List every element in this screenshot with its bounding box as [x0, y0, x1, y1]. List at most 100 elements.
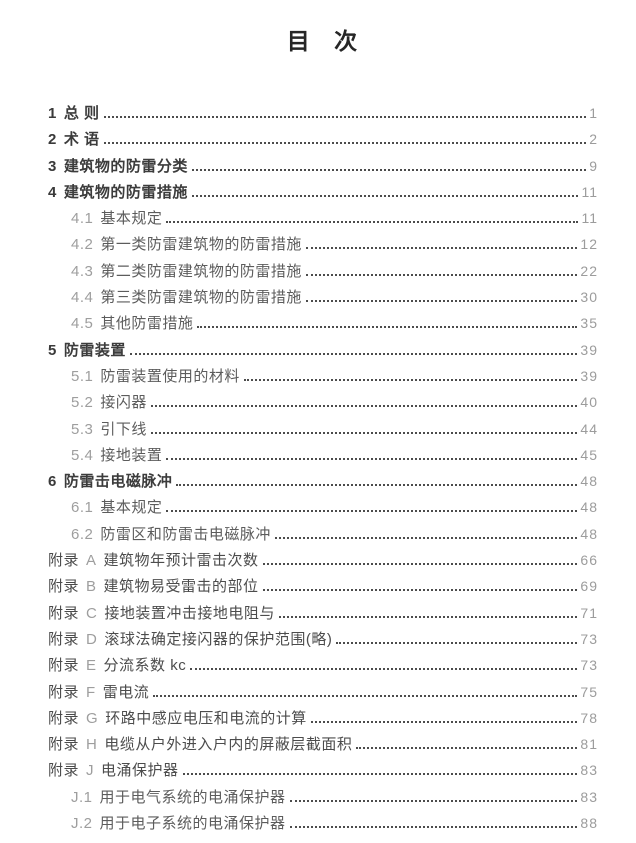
toc-entry-page: 30	[580, 289, 598, 306]
toc-entry-page: 78	[580, 709, 598, 726]
toc-entry-page: 40	[580, 394, 598, 411]
dot-leader	[278, 615, 578, 618]
toc-entry-page: 35	[580, 315, 598, 332]
toc-entry-number: 附录	[48, 552, 80, 570]
toc-entry-number: 6.1	[71, 499, 94, 517]
toc-entry-number: 4.5	[71, 315, 94, 333]
toc-entry-number: 附录	[48, 604, 80, 622]
toc-entry-code: C	[86, 604, 98, 622]
toc-entry-number: 5.1	[71, 367, 94, 385]
dot-leader	[274, 536, 578, 539]
toc-entry-page: 48	[580, 525, 598, 542]
toc-list: 1 总 则 1 2 术 语 2 3 建筑物的防雷分类 9 4 建筑物的防雷措施 …	[48, 102, 598, 838]
toc-entry: 附录 A 建筑物年预计雷击次数 66	[48, 549, 598, 575]
toc-entry-number: 附录	[48, 657, 80, 675]
toc-entry-page: 73	[580, 657, 598, 674]
toc-entry-label: 防雷装置	[63, 341, 126, 359]
dot-leader	[153, 694, 578, 697]
toc-entry-label: 分流系数 kc	[103, 657, 187, 675]
toc-entry-label: 用于电气系统的电涌保护器	[99, 788, 286, 806]
toc-entry-number: 5.3	[71, 420, 94, 438]
toc-entry: 4.5 其他防雷措施 35	[48, 312, 598, 338]
toc-entry-label: 建筑物年预计雷击次数	[103, 552, 259, 570]
toc-entry-page: 83	[580, 762, 598, 779]
toc-entry-label: 基本规定	[100, 210, 163, 228]
toc-entry-page: 39	[580, 341, 598, 358]
dot-leader	[103, 142, 587, 145]
toc-entry: J.2 用于电子系统的电涌保护器 88	[48, 812, 598, 838]
dot-leader	[336, 641, 578, 644]
dot-leader	[191, 194, 579, 197]
toc-entry-code: E	[86, 657, 97, 675]
dot-leader	[197, 326, 578, 329]
toc-entry-page: 81	[580, 736, 598, 753]
toc-entry: 附录 H 电缆从户外进入户内的屏蔽层截面积 81	[48, 733, 598, 759]
toc-entry-label: 接地装置	[100, 446, 163, 464]
dot-leader	[176, 484, 578, 487]
toc-entry: 6 防雷击电磁脉冲 48	[48, 470, 598, 496]
toc-entry-number: 附录	[48, 683, 80, 701]
toc-entry: 附录 E 分流系数 kc 73	[48, 654, 598, 680]
dot-leader	[191, 168, 587, 171]
toc-entry-label: 接闪器	[100, 394, 147, 412]
toc-entry-label: 雷电流	[102, 683, 150, 701]
toc-entry-label: 总 则	[63, 105, 100, 122]
toc-entry-label: 电缆从户外进入户内的屏蔽层截面积	[104, 736, 353, 754]
toc-entry-label: 防雷区和防雷击电磁脉冲	[100, 525, 271, 543]
dot-leader	[305, 247, 578, 250]
toc-entry: 5.3 引下线 44	[48, 418, 598, 444]
dot-leader	[150, 405, 578, 408]
dot-leader	[356, 747, 578, 750]
toc-entry-number: 4.2	[71, 236, 94, 254]
toc-entry-label: 术 语	[63, 131, 100, 149]
toc-entry-label: 电涌保护器	[101, 762, 179, 780]
toc-entry-number: J.2	[71, 815, 93, 833]
toc-entry: 4.2 第一类防雷建筑物的防雷措施 12	[48, 233, 598, 259]
toc-entry-number: J.1	[71, 788, 93, 806]
toc-entry: 附录 J 电涌保护器 83	[48, 759, 598, 785]
toc-entry-label: 建筑物的防雷措施	[63, 183, 188, 201]
toc-entry-label: 其他防雷措施	[100, 315, 194, 333]
toc-entry: 2 术 语 2	[48, 128, 598, 154]
toc-entry: J.1 用于电气系统的电涌保护器 83	[48, 786, 598, 812]
toc-entry-number: 3	[48, 157, 57, 175]
toc-entry-number: 附录	[48, 578, 80, 596]
toc-entry: 4.4 第三类防雷建筑物的防雷措施 30	[48, 286, 598, 312]
toc-entry: 4.3 第二类防雷建筑物的防雷措施 22	[48, 260, 598, 286]
dot-leader	[129, 352, 578, 355]
toc-entry-number: 附录	[48, 736, 80, 754]
toc-entry-page: 12	[580, 236, 598, 253]
toc-entry-page: 69	[580, 578, 598, 595]
toc-entry-page: 11	[581, 183, 598, 200]
toc-entry-label: 建筑物易受雷击的部位	[103, 578, 259, 596]
toc-entry-page: 22	[580, 262, 598, 279]
toc-entry-label: 滚球法确定接闪器的保护范围(略)	[104, 630, 333, 648]
toc-entry-page: 44	[580, 420, 598, 437]
toc-entry: 附录 F 雷电流 75	[48, 681, 598, 707]
dot-leader	[305, 300, 578, 303]
dot-leader	[243, 378, 578, 381]
toc-entry: 附录 C 接地装置冲击接地电阻与 71	[48, 602, 598, 628]
toc-entry-number: 2	[48, 131, 57, 149]
toc-entry: 3 建筑物的防雷分类 9	[48, 155, 598, 181]
toc-entry-label: 第一类防雷建筑物的防雷措施	[100, 236, 302, 254]
toc-entry-page: 71	[580, 604, 598, 621]
toc-entry-label: 接地装置冲击接地电阻与	[104, 604, 275, 622]
dot-leader	[289, 799, 578, 802]
toc-entry: 4 建筑物的防雷措施 11	[48, 181, 598, 207]
toc-entry-number: 1	[48, 105, 57, 122]
toc-entry-number: 5.4	[71, 446, 94, 464]
toc-entry: 4.1 基本规定 11	[48, 207, 598, 233]
toc-entry-page: 39	[580, 367, 598, 384]
toc-entry-code: J	[86, 762, 95, 780]
dot-leader	[289, 826, 578, 829]
toc-entry-page: 48	[580, 473, 598, 490]
toc-entry-page: 73	[580, 630, 598, 647]
toc-entry-code: H	[86, 736, 98, 754]
toc-entry-label: 引下线	[100, 420, 147, 438]
toc-entry-number: 4.1	[71, 210, 94, 228]
toc-entry-page: 83	[580, 788, 598, 805]
toc-entry-number: 5	[48, 341, 57, 359]
toc-entry-page: 9	[589, 157, 598, 174]
toc-entry-page: 88	[580, 815, 598, 832]
